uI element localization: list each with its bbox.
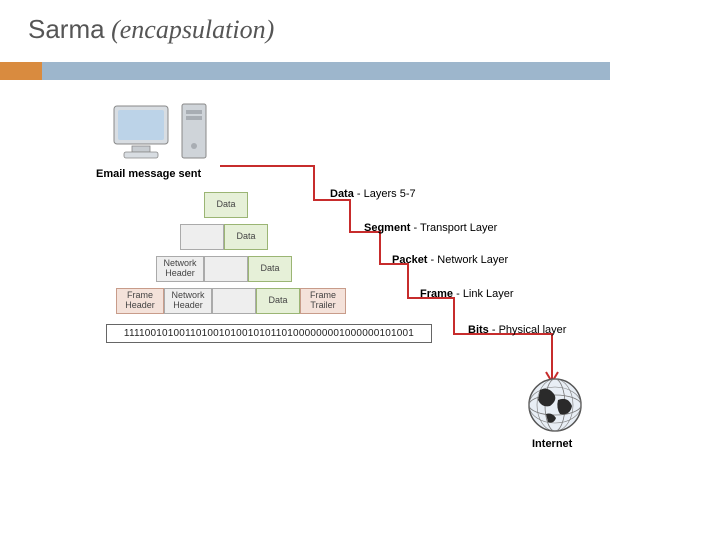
accent-blue: [42, 62, 610, 80]
slide-title: Sarma (encapsulation): [28, 14, 720, 45]
layer-label-frame: Frame - Link Layer: [420, 288, 514, 300]
layer-label-segment: Segment - Transport Layer: [364, 222, 497, 234]
layer-label-bits: Bits - Physical layer: [468, 324, 566, 336]
internet-label: Internet: [532, 438, 572, 450]
encap-box: [180, 224, 224, 250]
encap-box: Data: [224, 224, 268, 250]
encap-box: Network Header: [156, 256, 204, 282]
slide-title-area: Sarma (encapsulation): [0, 0, 720, 45]
layer-label-packet: Packet - Network Layer: [392, 254, 508, 266]
encap-box: [212, 288, 256, 314]
encapsulation-diagram: Email message sent DataDataNetwork Heade…: [84, 96, 644, 476]
title-word-2: (encapsulation): [111, 15, 274, 44]
encap-box: Data: [248, 256, 292, 282]
title-word-1: Sarma: [28, 14, 105, 44]
bits-row: 1111001010011010010100101011010000000010…: [106, 324, 432, 343]
layer-label-data: Data - Layers 5-7: [330, 188, 416, 200]
bits-value: 1111001010011010010100101011010000000010…: [124, 328, 414, 339]
encap-box: [204, 256, 248, 282]
encap-box: Frame Trailer: [300, 288, 346, 314]
globe-icon: [526, 376, 584, 434]
encap-box: Network Header: [164, 288, 212, 314]
encap-box: Data: [204, 192, 248, 218]
accent-orange: [0, 62, 42, 80]
accent-bar: [0, 62, 610, 80]
encap-box: Data: [256, 288, 300, 314]
encap-box: Frame Header: [116, 288, 164, 314]
